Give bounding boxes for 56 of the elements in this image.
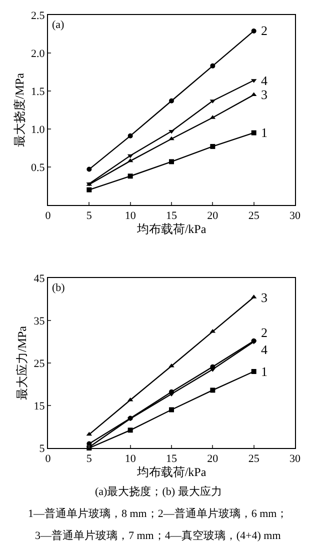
y-tick-label: 1.0 xyxy=(31,124,46,136)
series-label: 4 xyxy=(261,342,268,357)
x-axis-title: 均布载荷/kPa xyxy=(136,465,207,480)
text: 1—普通单片玻璃，8 mm；2—普通单片玻璃，6 mm； xyxy=(28,507,288,520)
y-tick-label: 25 xyxy=(34,358,46,370)
x-tick-label: 15 xyxy=(166,210,178,222)
point xyxy=(128,174,133,179)
point xyxy=(128,133,133,138)
x-tick-label: 0 xyxy=(45,453,52,466)
x-tick-label: 20 xyxy=(207,210,219,222)
point xyxy=(169,407,174,412)
series-label: 2 xyxy=(261,23,268,38)
series-label: 3 xyxy=(261,87,268,102)
series-label: 3 xyxy=(261,290,268,305)
x-tick-label: 25 xyxy=(248,210,260,222)
series-label: 4 xyxy=(261,73,268,88)
y-tick-label: 5 xyxy=(39,442,46,455)
y-tick-label: 1.5 xyxy=(31,86,46,98)
point xyxy=(210,144,216,149)
point xyxy=(169,159,174,164)
point xyxy=(251,28,256,34)
y-tick-label: 35 xyxy=(34,315,46,328)
y-tick-label: 15 xyxy=(34,400,46,412)
chart-title: (a) xyxy=(52,19,65,31)
y-tick-label: 45 xyxy=(34,272,46,285)
point xyxy=(86,187,92,192)
point xyxy=(210,63,216,68)
y-axis-title: 最大挠度/MPa xyxy=(12,72,26,148)
y-tick-label: 2.0 xyxy=(31,48,46,60)
x-tick-label: 15 xyxy=(166,453,178,466)
x-tick-label: 5 xyxy=(86,453,92,466)
x-tick-label: 30 xyxy=(290,210,301,222)
x-tick-label: 5 xyxy=(86,210,92,222)
text: (a)最大挠度；(b) 最大应力 xyxy=(95,485,222,498)
series-label: 1 xyxy=(261,364,268,379)
x-axis-title: 均布载荷/kPa xyxy=(136,222,207,236)
x-tick-label: 20 xyxy=(207,453,219,466)
point xyxy=(251,369,256,374)
text: 3—普通单片玻璃，7 mm；4—真空玻璃，(4+4) mm xyxy=(35,529,282,542)
y-tick-label: 0.5 xyxy=(31,162,46,174)
x-tick-label: 0 xyxy=(45,210,52,222)
point xyxy=(128,428,133,433)
point xyxy=(210,388,216,393)
point xyxy=(86,166,92,172)
x-tick-label: 25 xyxy=(248,453,260,466)
x-tick-label: 10 xyxy=(124,210,136,222)
y-tick-label: 2.5 xyxy=(31,10,46,22)
series-label: 1 xyxy=(261,125,268,140)
point xyxy=(168,136,174,140)
point xyxy=(169,98,174,104)
chart-title: (b) xyxy=(52,282,66,294)
series-label: 2 xyxy=(261,325,268,340)
point xyxy=(251,130,256,136)
x-tick-label: 10 xyxy=(124,453,136,466)
y-axis-title: 最大应力/MPa xyxy=(15,325,30,400)
x-tick-label: 30 xyxy=(290,453,301,466)
